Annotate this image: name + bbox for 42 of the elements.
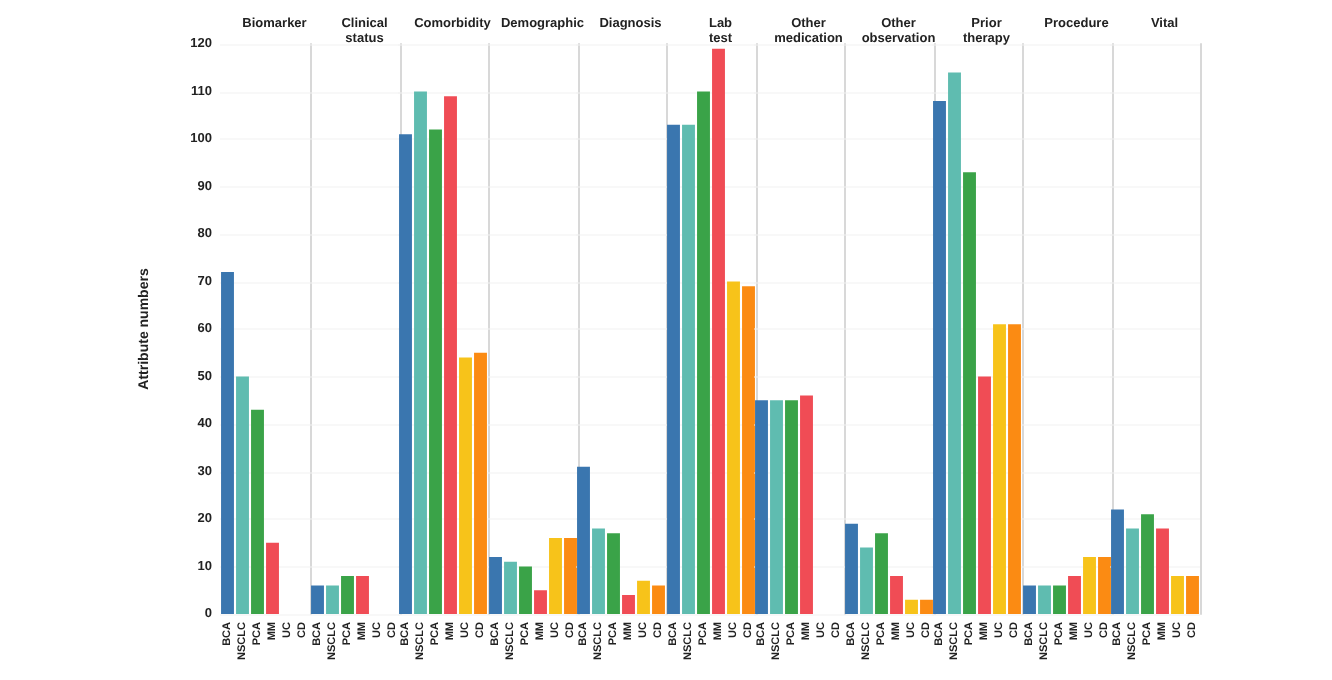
bar	[444, 96, 457, 614]
bar	[919, 599, 932, 614]
bar	[963, 172, 976, 614]
bar	[474, 352, 487, 614]
bar	[652, 585, 665, 614]
bar	[503, 561, 516, 614]
bar	[266, 542, 279, 614]
bar	[533, 590, 546, 614]
bar	[251, 409, 264, 614]
bar	[1126, 528, 1139, 614]
bar	[488, 557, 501, 614]
bar	[711, 48, 724, 614]
bar	[1156, 528, 1169, 614]
bar	[414, 91, 427, 614]
bar	[607, 533, 620, 614]
bar	[904, 599, 917, 614]
bar	[1171, 576, 1184, 614]
bar	[548, 538, 561, 614]
bar	[889, 576, 902, 614]
bar	[622, 595, 635, 614]
bar	[948, 72, 961, 614]
bar	[993, 324, 1006, 614]
bar	[221, 272, 234, 614]
bar	[236, 376, 249, 614]
bar	[637, 580, 650, 614]
bar	[874, 533, 887, 614]
bar	[859, 547, 872, 614]
bar	[518, 566, 531, 614]
bar	[933, 101, 946, 614]
bar	[592, 528, 605, 614]
bar	[681, 124, 694, 614]
bar	[978, 376, 991, 614]
bar	[844, 523, 857, 614]
bar	[459, 357, 472, 614]
bar	[1008, 324, 1021, 614]
bar	[429, 129, 442, 614]
bar	[1186, 576, 1199, 614]
bar	[1141, 514, 1154, 614]
bar	[726, 281, 739, 614]
bar	[696, 91, 709, 614]
bar	[666, 124, 679, 614]
bar	[399, 134, 412, 614]
